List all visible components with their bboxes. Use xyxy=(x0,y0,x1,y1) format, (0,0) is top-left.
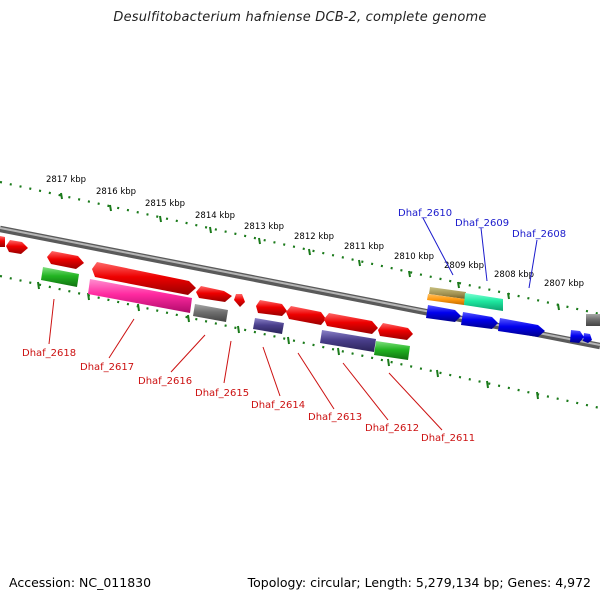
gene-arrow[interactable] xyxy=(324,313,378,334)
gene-block[interactable] xyxy=(586,314,600,326)
kbp-label: 2816 kbp xyxy=(96,187,136,197)
gene-label-dhaf-2617: Dhaf_2617 xyxy=(80,362,134,373)
gene-label-dhaf-2616: Dhaf_2616 xyxy=(138,376,192,387)
callouts-top xyxy=(422,217,538,289)
gene-arrow[interactable] xyxy=(234,294,245,307)
category-block[interactable] xyxy=(374,341,410,360)
callouts-bottom xyxy=(48,298,443,431)
gene-arrow[interactable] xyxy=(498,318,545,337)
gene-label-dhaf-2613: Dhaf_2613 xyxy=(308,412,362,423)
kbp-label: 2811 kbp xyxy=(344,242,384,252)
gene-label-dhaf-2611: Dhaf_2611 xyxy=(421,433,475,444)
gene-arrow[interactable] xyxy=(256,300,287,316)
inner-ruler-ticks xyxy=(37,281,539,400)
category-block[interactable] xyxy=(320,330,376,352)
category-block[interactable] xyxy=(193,304,228,322)
gene-arrow[interactable] xyxy=(426,305,461,322)
gene-block[interactable] xyxy=(429,287,466,299)
gene-arrow[interactable] xyxy=(92,262,196,295)
kbp-label: 2808 kbp xyxy=(494,270,534,280)
gene-features-right xyxy=(426,287,600,343)
gene-arrow[interactable] xyxy=(286,306,326,325)
genome-summary-text: Topology: circular; Length: 5,279,134 bp… xyxy=(247,575,591,590)
gene-arrow[interactable] xyxy=(378,323,413,340)
gene-arrow[interactable] xyxy=(570,330,584,343)
gene-arrow[interactable] xyxy=(461,312,498,329)
gene-arrow[interactable] xyxy=(0,236,5,247)
kbp-label: 2813 kbp xyxy=(244,222,284,232)
accession-text: Accession: NC_011830 xyxy=(9,575,152,590)
kbp-label: 2809 kbp xyxy=(444,261,484,271)
gene-label-dhaf-2612: Dhaf_2612 xyxy=(365,423,419,434)
kbp-label: 2815 kbp xyxy=(145,199,185,209)
inner-ruler-dots xyxy=(0,274,600,410)
category-block[interactable] xyxy=(253,318,284,334)
gene-label-dhaf-2609: Dhaf_2609 xyxy=(455,218,509,229)
gene-features-category xyxy=(41,267,410,360)
gene-arrow[interactable] xyxy=(196,286,232,302)
genome-title: Desulfitobacterium hafniense DCB-2, comp… xyxy=(113,10,487,25)
gene-label-dhaf-2610: Dhaf_2610 xyxy=(398,208,452,219)
kbp-label: 2807 kbp xyxy=(544,279,584,289)
gene-arrow-dhaf-2618-region[interactable] xyxy=(47,251,84,269)
gene-arrow[interactable] xyxy=(6,240,28,254)
gene-arrow[interactable] xyxy=(583,333,592,343)
kbp-label: 2810 kbp xyxy=(394,252,434,262)
gene-label-dhaf-2618: Dhaf_2618 xyxy=(22,348,76,359)
kbp-label: 2812 kbp xyxy=(294,232,334,242)
gene-block[interactable] xyxy=(427,294,465,305)
category-block[interactable] xyxy=(88,279,192,313)
kbp-label: 2814 kbp xyxy=(195,211,235,221)
gene-label-dhaf-2614: Dhaf_2614 xyxy=(251,400,305,411)
gene-block[interactable] xyxy=(464,293,503,311)
category-block[interactable] xyxy=(41,267,79,287)
gene-label-dhaf-2615: Dhaf_2615 xyxy=(195,388,249,399)
outer-ruler-ticks xyxy=(60,192,560,311)
gene-label-dhaf-2608: Dhaf_2608 xyxy=(512,229,566,240)
kbp-label: 2817 kbp xyxy=(46,175,86,185)
gene-features-outer xyxy=(0,236,413,340)
